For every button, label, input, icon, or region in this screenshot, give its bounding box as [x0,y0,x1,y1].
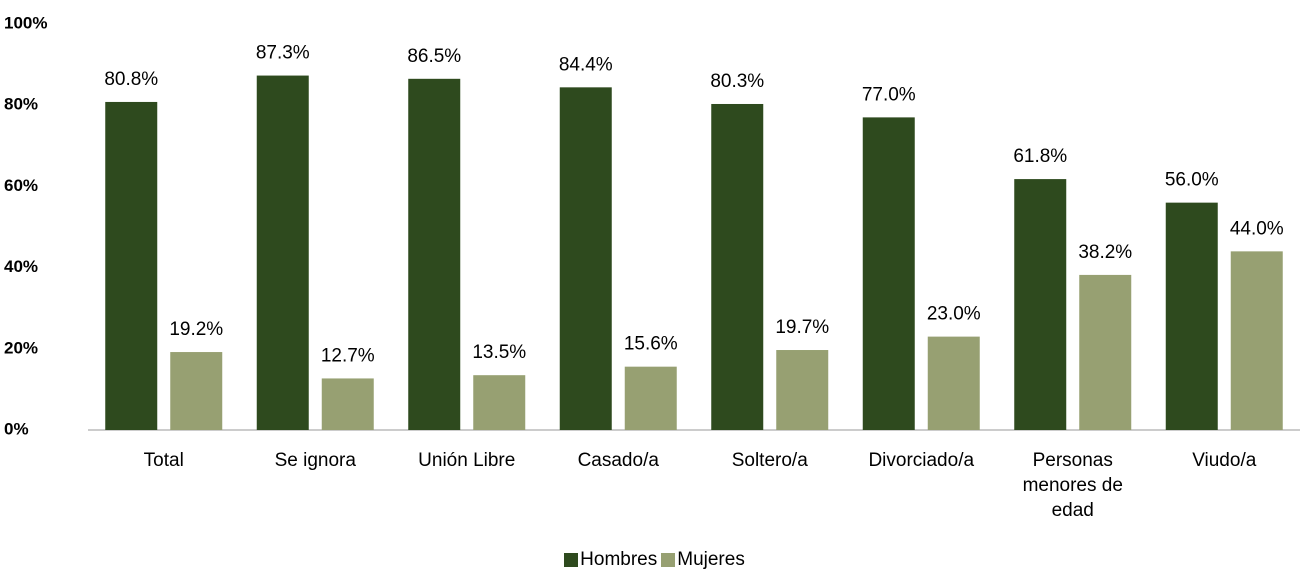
bar [256,75,309,430]
x-tick-label: Personas menores de edad [1022,450,1123,521]
y-tick-label: 40% [4,257,38,276]
x-tick-label: Total [143,450,184,471]
x-tick-label: Unión Libre [418,450,516,471]
y-tick-label: 20% [4,338,38,357]
value-label: 56.0% [1165,170,1219,191]
value-label: 15.6% [624,334,678,355]
value-label: 23.0% [927,304,981,325]
bar [1014,179,1067,430]
legend-swatch [661,553,676,567]
value-label: 12.7% [321,345,375,366]
bar [1079,274,1132,430]
legend-swatch [564,553,579,567]
bar [624,366,677,430]
value-label: 61.8% [1013,146,1067,167]
legend-label: Mujeres [677,549,745,570]
y-tick-label: 0% [4,419,29,438]
bar [321,378,374,430]
bar [1230,251,1283,430]
value-label: 77.0% [862,84,916,105]
bar [927,336,980,430]
bar [776,350,829,430]
bar [862,117,915,430]
value-label: 44.0% [1230,218,1284,239]
x-tick-label: Casado/a [577,450,659,471]
value-label: 87.3% [256,43,310,64]
x-tick-label: Viudo/a [1192,450,1257,471]
legend-item: Hombres [564,548,657,572]
x-tick-label: Divorciado/a [868,450,975,471]
y-tick-label: 60% [4,176,38,195]
bar [559,87,612,430]
bar [473,375,526,430]
legend: Hombres Mujeres [0,548,1309,572]
value-label: 19.2% [169,319,223,340]
value-label: 13.5% [472,342,526,363]
bar [711,103,764,431]
bar [408,78,461,430]
value-label: 86.5% [407,46,461,67]
value-label: 38.2% [1078,242,1132,263]
value-label: 80.8% [104,69,158,90]
bar [105,101,158,431]
legend-label: Hombres [580,549,658,570]
x-tick-label: Se ignora [274,450,356,471]
y-tick-label: 100% [4,13,47,32]
value-label: 84.4% [559,54,613,75]
bar [170,352,223,430]
y-tick-label: 80% [4,95,38,114]
value-label: 80.3% [710,71,764,92]
legend-item: Mujeres [661,548,745,572]
x-tick-label: Soltero/a [731,450,808,471]
value-label: 19.7% [775,317,829,338]
bar [1165,202,1218,430]
